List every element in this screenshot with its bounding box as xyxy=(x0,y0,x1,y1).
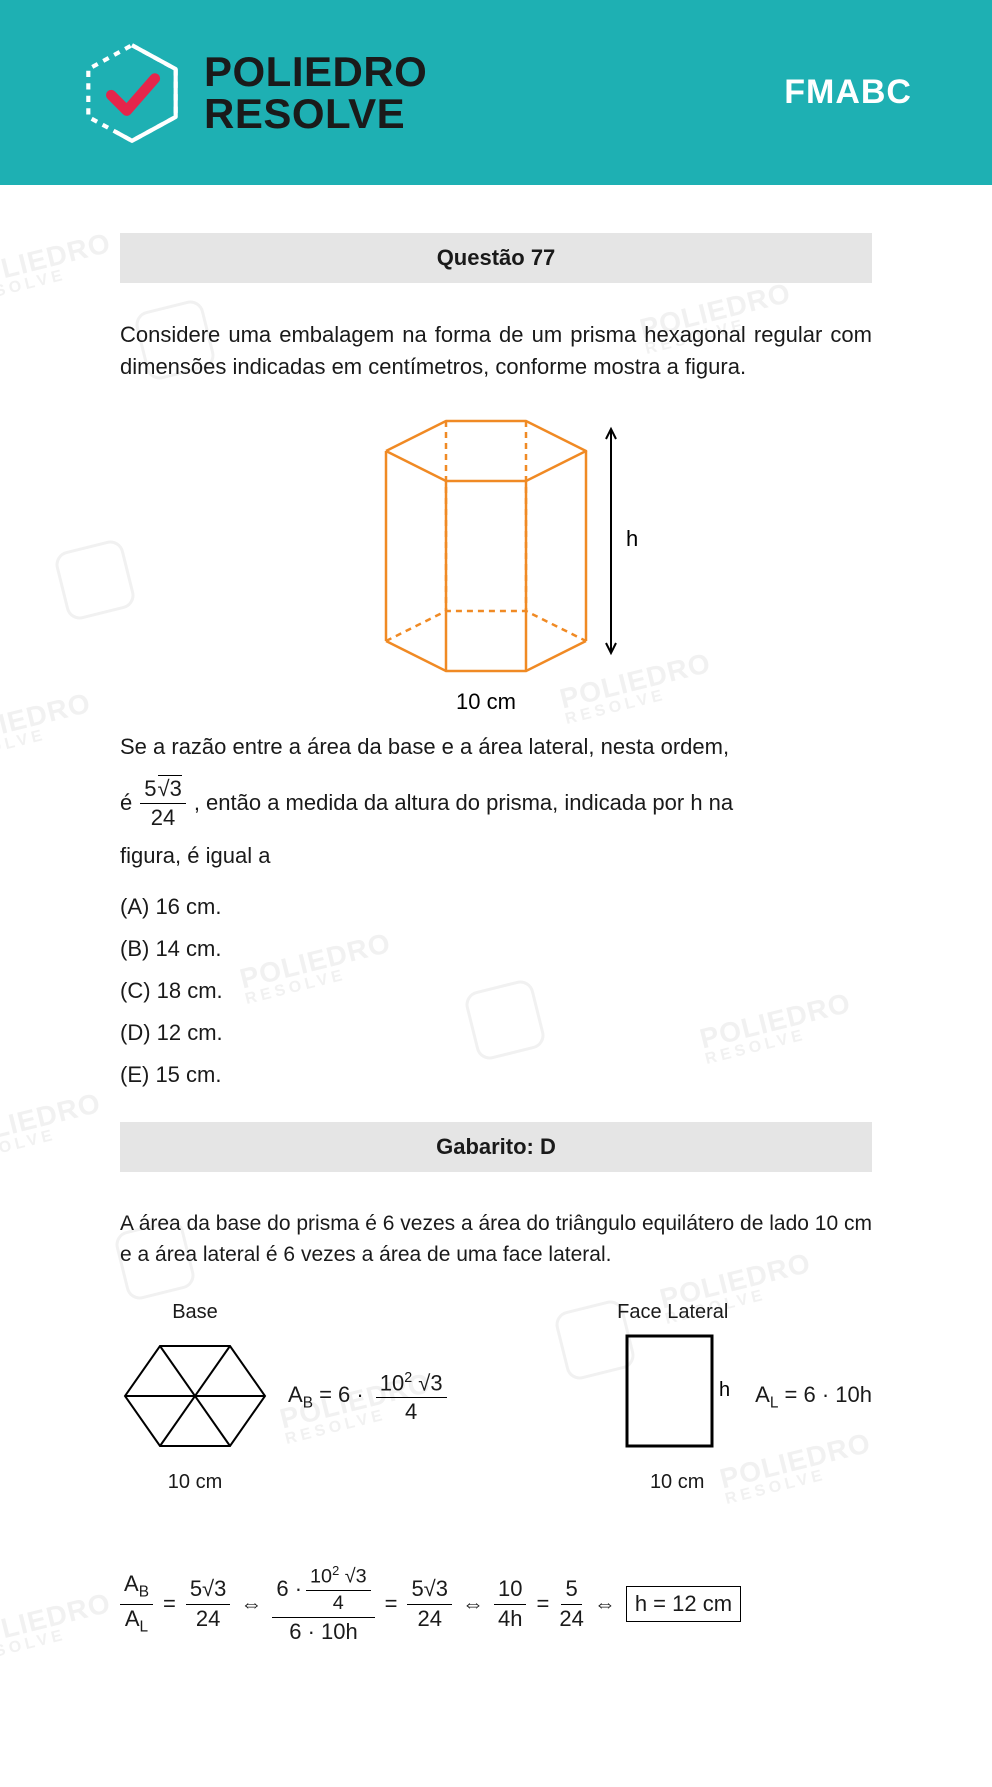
final-lhs-num: AB xyxy=(120,1572,153,1604)
final-mid-den: 6 · 10h xyxy=(289,1618,358,1644)
logo-group: POLIEDRO RESOLVE xyxy=(80,41,427,145)
option-a: (A) 16 cm. xyxy=(120,894,872,920)
ab-num: 102 √3 xyxy=(376,1371,447,1399)
face-side-label: 10 cm xyxy=(617,1471,737,1494)
ratio-frac-den: 24 xyxy=(151,804,175,830)
exam-code: FMABC xyxy=(784,73,912,112)
ratio-prefix-e: é xyxy=(120,790,132,816)
base-column: Base 10 cm AB = 6 · 102 √3 xyxy=(120,1301,447,1494)
ab-symbol: AB = 6 · xyxy=(288,1382,364,1412)
option-c: (C) 18 cm. xyxy=(120,978,872,1004)
final-r1-den: 24 xyxy=(196,1605,220,1631)
final-lhs: AB AL xyxy=(120,1572,153,1636)
ratio-frac-num: 5√3 xyxy=(140,777,186,804)
base-side-label: 10 cm xyxy=(120,1471,270,1494)
ab-fraction: 102 √3 4 xyxy=(376,1371,447,1425)
brand-line-1: POLIEDRO xyxy=(204,51,427,93)
final-r3-num: 10 xyxy=(494,1577,526,1604)
final-mid: 6 · 102 √34 6 · 10h xyxy=(272,1564,374,1644)
page-body: POLIEDRORESOLVE POLIEDRORESOLVE POLIEDRO… xyxy=(0,185,992,1724)
al-formula: AL = 6 · 10h xyxy=(755,1382,872,1412)
question-bar: Questão 77 xyxy=(120,233,872,283)
svg-text:h: h xyxy=(719,1379,730,1401)
final-r1: 5√3 24 xyxy=(186,1577,231,1630)
option-e: (E) 15 cm. xyxy=(120,1062,872,1088)
eq-sign-2: = xyxy=(385,1591,398,1617)
prism-base-label: 10 cm xyxy=(456,689,516,714)
final-r3: 10 4h xyxy=(494,1577,526,1630)
logo-hex-icon xyxy=(80,41,184,145)
final-r4: 5 24 xyxy=(559,1577,583,1630)
iff-1: ⇔ xyxy=(240,1591,262,1617)
options-list: (A) 16 cm. (B) 14 cm. (C) 18 cm. (D) 12 … xyxy=(120,894,872,1088)
final-r3-den: 4h xyxy=(498,1605,522,1631)
final-boxed-answer: h = 12 cm xyxy=(626,1586,741,1622)
option-b: (B) 14 cm. xyxy=(120,936,872,962)
final-r2-num: 5√3 xyxy=(407,1577,452,1604)
final-r1-num: 5√3 xyxy=(186,1577,231,1604)
face-rect-icon: Face Lateral h 10 cm xyxy=(617,1301,737,1494)
ab-den: 4 xyxy=(405,1398,417,1424)
ratio-suffix: , então a medida da altura do prisma, in… xyxy=(194,790,733,816)
al-symbol: AL = 6 · 10h xyxy=(755,1382,872,1412)
prism-figure: h 10 cm xyxy=(120,401,872,721)
ratio-line-3: figura, é igual a xyxy=(120,840,872,872)
prism-h-label: h xyxy=(626,526,638,551)
base-hexagon-icon: Base 10 cm xyxy=(120,1301,270,1494)
ratio-line-2: é 5√3 24 , então a medida da altura do p… xyxy=(120,777,872,830)
face-fig-label: Face Lateral xyxy=(617,1301,737,1324)
final-lhs-den: AL xyxy=(125,1605,148,1636)
ratio-fraction: 5√3 24 xyxy=(140,777,186,830)
eq-sign-3: = xyxy=(536,1591,549,1617)
iff-3: ⇔ xyxy=(594,1591,616,1617)
final-r4-num: 5 xyxy=(561,1577,581,1604)
base-fig-label: Base xyxy=(120,1301,270,1324)
question-intro: Considere uma embalagem na forma de um p… xyxy=(120,319,872,383)
eq-sign-1: = xyxy=(163,1591,176,1617)
site-header: POLIEDRO RESOLVE FMABC xyxy=(0,0,992,185)
ab-formula: AB = 6 · 102 √3 4 xyxy=(288,1371,447,1425)
final-mid-num: 6 · 102 √34 xyxy=(272,1564,374,1618)
brand-line-2: RESOLVE xyxy=(204,93,427,135)
solution-figures-row: Base 10 cm AB = 6 · 102 √3 xyxy=(120,1301,872,1494)
final-r2-den: 24 xyxy=(417,1605,441,1631)
final-r2: 5√3 24 xyxy=(407,1577,452,1630)
final-r4-den: 24 xyxy=(559,1605,583,1631)
final-equation: AB AL = 5√3 24 ⇔ 6 · 102 √34 6 · 10h = 5… xyxy=(120,1564,872,1644)
brand-text: POLIEDRO RESOLVE xyxy=(204,51,427,135)
answer-bar: Gabarito: D xyxy=(120,1122,872,1172)
iff-2: ⇔ xyxy=(462,1591,484,1617)
solution-intro: A área da base do prisma é 6 vezes a áre… xyxy=(120,1208,872,1271)
option-d: (D) 12 cm. xyxy=(120,1020,872,1046)
ratio-line-1: Se a razão entre a área da base e a área… xyxy=(120,731,872,763)
face-column: Face Lateral h 10 cm AL = 6 · 10h xyxy=(617,1301,872,1494)
